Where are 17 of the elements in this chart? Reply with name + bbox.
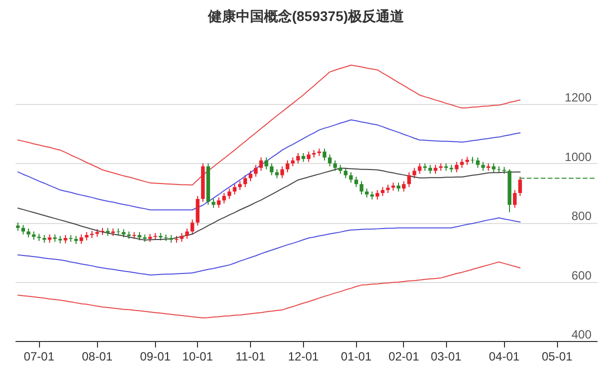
- x-tick-label: 03-01: [430, 350, 462, 364]
- text: 健康中国概念(859375)极反通道: [206, 8, 406, 24]
- x-tick-label: 11-01: [236, 350, 266, 364]
- x-tick-label: 09-01: [140, 350, 172, 364]
- x-tick-label: 07-01: [24, 350, 55, 364]
- x-tick-label: 01-01: [340, 350, 372, 364]
- x-tick-label: 10-01: [182, 350, 214, 364]
- y-tick-label: 800: [571, 209, 592, 224]
- y-tick-label: 1200: [564, 90, 592, 105]
- x-tick-label: 04-01: [488, 350, 520, 364]
- x-tick-label: 02-01: [388, 350, 420, 364]
- y-tick-label: 400: [571, 328, 592, 342]
- x-tick-label: 12-01: [288, 350, 320, 364]
- x-tick-label: 05-01: [542, 350, 573, 364]
- y-tick-label: 600: [571, 268, 592, 282]
- y-tick-label: 1000: [564, 150, 592, 164]
- x-tick-label: 08-01: [82, 350, 113, 364]
